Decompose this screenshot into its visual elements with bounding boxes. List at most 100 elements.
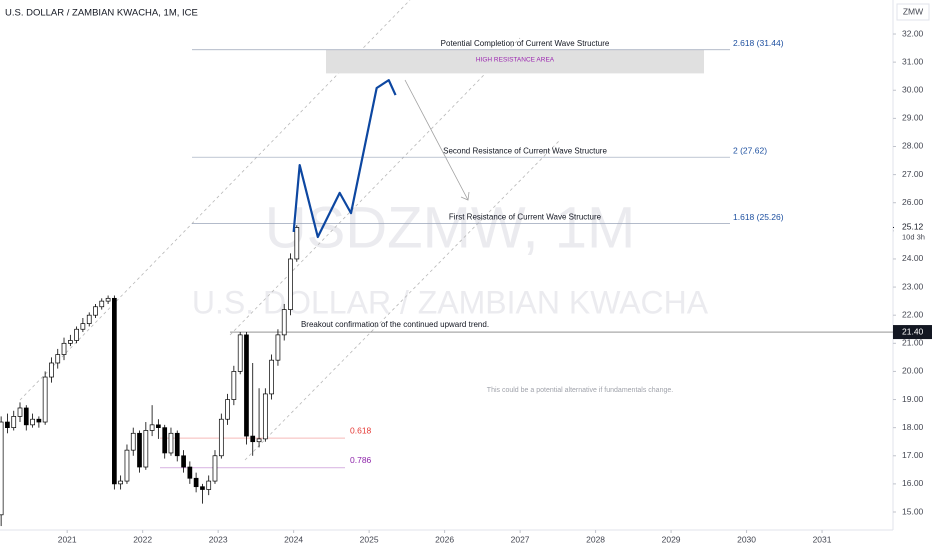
candle-body — [105, 297, 111, 302]
watermark-symbol: USDZMW, 1M — [265, 195, 636, 260]
x-tick-label: 2024 — [284, 534, 303, 544]
breakout-price: 21.40 — [902, 326, 924, 336]
arrow — [404, 79, 470, 201]
candle-body — [288, 258, 293, 310]
y-tick-label: 23.00 — [902, 281, 924, 291]
y-tick-label: 17.00 — [902, 450, 924, 460]
candle-body — [143, 430, 149, 468]
y-tick-label: 18.00 — [902, 422, 924, 432]
channel — [19, 0, 561, 461]
x-tick-label: 2025 — [360, 534, 379, 544]
candle-body — [17, 407, 23, 417]
level-text: Second Resistance of Current Wave Struct… — [443, 146, 607, 155]
resistance-zone — [326, 49, 704, 74]
candle-body — [30, 418, 35, 426]
x-tick-label: 2031 — [813, 534, 832, 544]
x-tick-label: 2026 — [435, 534, 454, 544]
y-tick-label: 30.00 — [902, 85, 924, 95]
x-tick-label: 2022 — [133, 534, 152, 544]
arrow-head — [460, 191, 470, 201]
y-tick-label: 31.00 — [902, 56, 924, 66]
y-tick-label: 32.00 — [902, 28, 924, 38]
candle-body — [49, 362, 54, 378]
candle-body — [269, 359, 274, 395]
level-label: 1.618 (25.26) — [733, 212, 784, 222]
y-tick-label: 28.00 — [902, 141, 924, 151]
candle-body — [250, 435, 256, 443]
note: This could be a potential alternative if… — [487, 387, 673, 394]
projection-path — [292, 79, 397, 239]
candle-body — [262, 393, 268, 440]
candle-body — [80, 323, 86, 330]
x-tick-label: 2028 — [586, 534, 605, 544]
candle-body — [275, 334, 281, 361]
candle-body — [162, 427, 168, 454]
y-tick-label: 29.00 — [902, 113, 924, 123]
candle-body — [74, 328, 79, 341]
candle-body — [237, 334, 243, 372]
candle-body — [55, 354, 61, 364]
candle-body — [0, 421, 4, 516]
candle-body — [99, 300, 105, 308]
y-tick-label: 21.00 — [902, 338, 924, 348]
retracement-label: 0.786 — [350, 455, 372, 465]
x-tick-label: 2029 — [662, 534, 681, 544]
candle-body — [137, 432, 142, 468]
candle-body — [168, 432, 174, 454]
candle-body — [11, 416, 17, 429]
arrow-line — [404, 79, 469, 201]
y-tick-label: 16.00 — [902, 478, 924, 488]
candle-body — [42, 376, 48, 423]
breakout-price-box — [893, 325, 932, 340]
candle-body — [112, 297, 117, 485]
breakout-text: Breakout confirmation of the continued u… — [301, 320, 489, 329]
y-tick-label: 22.00 — [902, 309, 924, 319]
candle-body — [23, 407, 29, 426]
watermark: USDZMW, 1M U.S. DOLLAR / ZAMBIAN KWACHA — [192, 195, 709, 320]
candle-body — [149, 424, 155, 431]
x-tick-label: 2027 — [511, 534, 530, 544]
candle-body — [5, 421, 10, 429]
countdown: 10d 3h — [902, 232, 925, 241]
candle-body — [181, 455, 186, 468]
last-price-box — [894, 220, 932, 243]
candle-body — [193, 477, 199, 488]
y-tick-label: 24.00 — [902, 253, 924, 263]
channel-lower — [244, 139, 561, 461]
candle-body — [200, 486, 205, 490]
candle-body — [281, 309, 287, 336]
y-tick-label: 27.00 — [902, 169, 924, 179]
level-text: Potential Completion of Current Wave Str… — [441, 39, 610, 48]
candle-body — [212, 455, 218, 482]
chart-title: U.S. DOLLAR / ZAMBIAN KWACHA, 1M, ICE — [5, 8, 198, 19]
candle-body — [256, 438, 262, 443]
candle-body — [61, 342, 67, 355]
x-tick-label: 2030 — [737, 534, 756, 544]
candle-body — [36, 418, 42, 423]
candle-body — [86, 314, 92, 324]
candle-body — [68, 340, 73, 344]
level-text: First Resistance of Current Wave Structu… — [449, 213, 602, 222]
candle-body — [174, 432, 180, 457]
candle-body — [118, 480, 123, 485]
watermark-name: U.S. DOLLAR / ZAMBIAN KWACHA — [192, 284, 709, 320]
x-tick-label: 2021 — [58, 534, 77, 544]
level-label: 2 (27.62) — [733, 145, 767, 155]
y-tick-label: 15.00 — [902, 506, 924, 516]
candle-body — [225, 399, 230, 420]
level-label: 2.618 (31.44) — [733, 38, 784, 48]
x-tick-label: 2023 — [209, 534, 228, 544]
candle-body — [130, 432, 136, 451]
candle-body — [187, 466, 193, 479]
candle-body — [93, 306, 98, 316]
candle-body — [156, 424, 161, 429]
retracement-label: 0.618 — [350, 425, 372, 435]
candle-body — [244, 334, 249, 437]
candle-body — [218, 418, 224, 457]
y-tick-label: 26.00 — [902, 197, 924, 207]
currency: ZMW — [903, 6, 923, 16]
y-tick-label: 20.00 — [902, 366, 924, 376]
y-tick-label: 19.00 — [902, 394, 924, 404]
